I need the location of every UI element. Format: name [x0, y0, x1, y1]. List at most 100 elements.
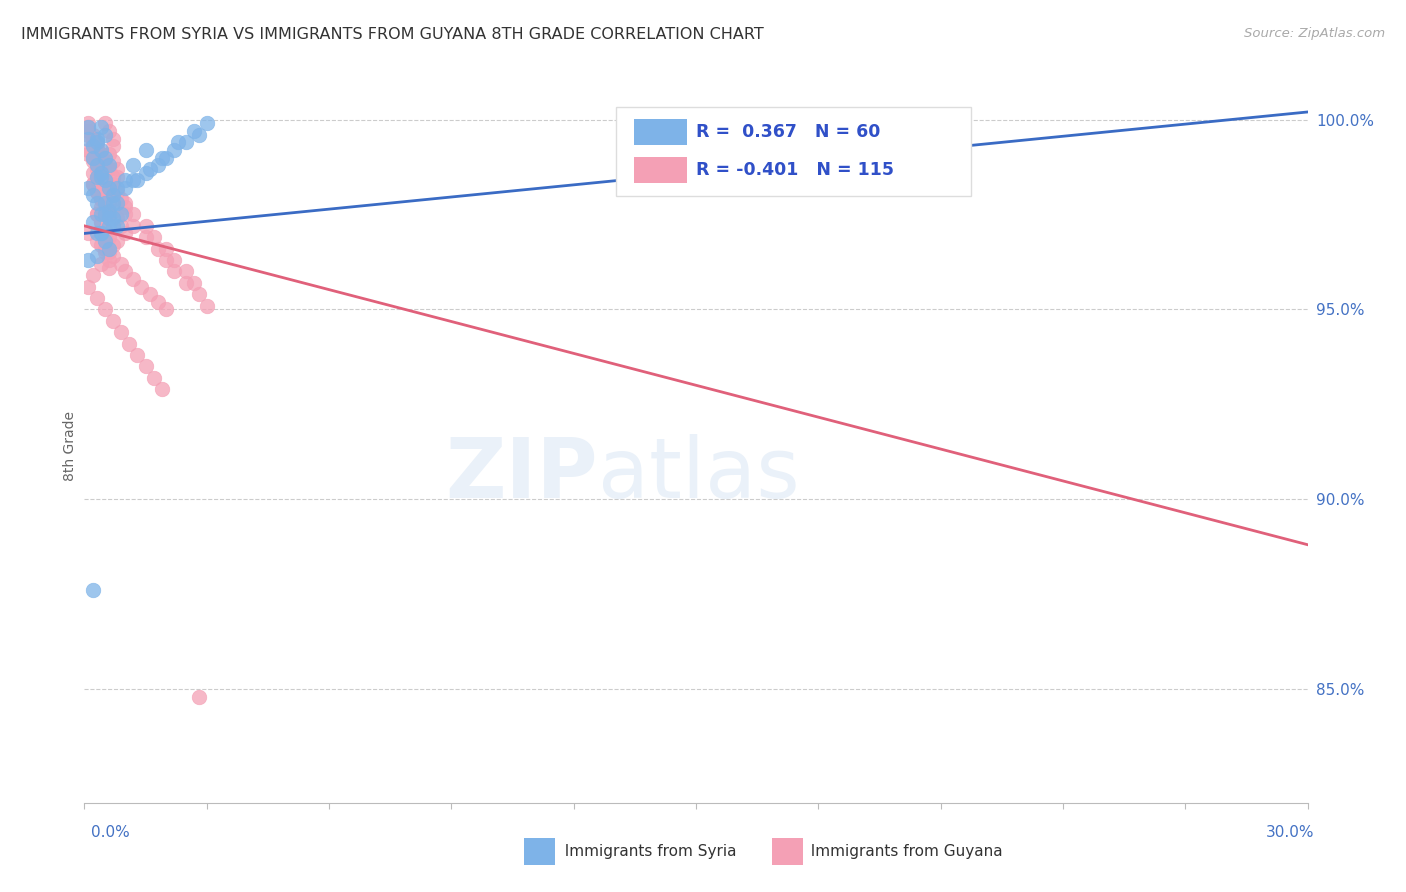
Point	[90, 200, 112, 214]
Point	[93, 245, 117, 260]
Point	[93, 116, 117, 130]
Point	[183, 124, 205, 138]
Point	[93, 158, 117, 172]
Point	[77, 227, 100, 241]
Point	[93, 151, 117, 165]
Point	[82, 583, 104, 598]
Point	[101, 154, 124, 169]
Point	[90, 192, 112, 206]
Point	[86, 207, 108, 221]
Point	[97, 207, 120, 221]
Point	[90, 166, 112, 180]
Point	[93, 200, 117, 214]
Point	[93, 234, 117, 248]
Point	[195, 116, 218, 130]
Point	[114, 173, 136, 187]
Point	[86, 291, 108, 305]
Point	[90, 192, 112, 206]
Point	[105, 161, 128, 176]
Point	[93, 154, 117, 169]
Point	[93, 242, 117, 256]
Point	[105, 234, 128, 248]
Point	[135, 230, 157, 244]
Point	[135, 219, 157, 233]
Point	[122, 158, 145, 172]
Point	[93, 222, 117, 236]
Point	[176, 276, 198, 290]
Point	[138, 161, 160, 176]
Point	[82, 177, 104, 191]
Point	[82, 215, 104, 229]
Point	[77, 124, 100, 138]
Point	[97, 242, 120, 256]
Y-axis label: 8th Grade: 8th Grade	[63, 411, 77, 481]
Text: R = -0.401   N = 115: R = -0.401 N = 115	[696, 161, 894, 178]
Point	[82, 151, 104, 165]
Point	[155, 242, 177, 256]
Point	[90, 227, 112, 241]
Point	[114, 196, 136, 211]
Point	[90, 257, 112, 271]
Point	[86, 131, 108, 145]
Point	[146, 294, 169, 309]
Point	[82, 268, 104, 283]
Point	[110, 192, 132, 206]
Text: Source: ZipAtlas.com: Source: ZipAtlas.com	[1244, 27, 1385, 40]
Point	[97, 124, 120, 138]
Point	[86, 143, 108, 157]
Point	[90, 120, 112, 135]
Text: Immigrants from Guyana: Immigrants from Guyana	[801, 845, 1002, 859]
Point	[101, 211, 124, 226]
Point	[127, 348, 149, 362]
Point	[90, 166, 112, 180]
Point	[77, 131, 100, 145]
Point	[86, 234, 108, 248]
Point	[155, 252, 177, 267]
Point	[110, 325, 132, 339]
Point	[114, 264, 136, 278]
Point	[86, 139, 108, 153]
Point	[163, 143, 186, 157]
Point	[86, 227, 108, 241]
Point	[97, 211, 120, 226]
Point	[93, 196, 117, 211]
Point	[77, 252, 100, 267]
Point	[142, 370, 165, 384]
Point	[101, 131, 124, 145]
Point	[146, 158, 169, 172]
Point	[97, 219, 120, 233]
Point	[82, 131, 104, 145]
Point	[110, 207, 132, 221]
Point	[93, 173, 117, 187]
Point	[90, 215, 112, 229]
Point	[90, 151, 112, 165]
Point	[90, 215, 112, 229]
Point	[86, 185, 108, 199]
Point	[77, 116, 100, 130]
Point	[90, 237, 112, 252]
Point	[86, 169, 108, 184]
Point	[101, 188, 124, 202]
Point	[86, 249, 108, 263]
Point	[93, 207, 117, 221]
Point	[93, 173, 117, 187]
Point	[86, 169, 108, 184]
Point	[155, 302, 177, 317]
FancyBboxPatch shape	[616, 107, 972, 196]
Point	[77, 128, 100, 142]
Point	[86, 173, 108, 187]
Point	[155, 151, 177, 165]
Point	[195, 299, 218, 313]
Point	[101, 177, 124, 191]
Point	[150, 382, 173, 396]
Point	[82, 139, 104, 153]
Point	[187, 128, 209, 142]
Point	[101, 237, 124, 252]
Point	[93, 222, 117, 236]
Text: 0.0%: 0.0%	[91, 825, 131, 840]
Point	[90, 227, 112, 241]
Point	[187, 690, 209, 704]
Point	[146, 242, 169, 256]
Point	[97, 245, 120, 260]
Point	[97, 196, 120, 211]
